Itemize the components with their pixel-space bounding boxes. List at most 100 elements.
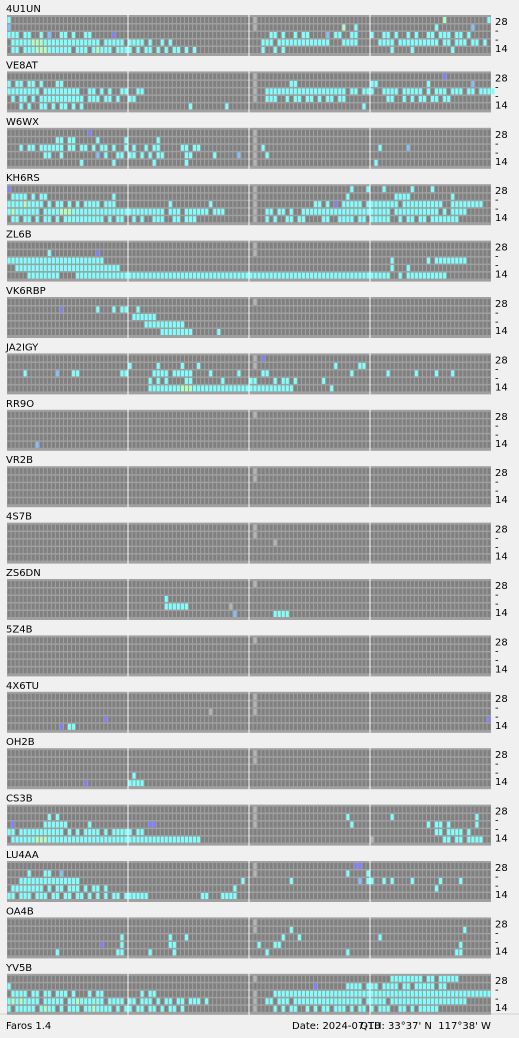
signal-cell (301, 208, 305, 215)
empty-cell (297, 208, 301, 215)
signal-cell (76, 265, 80, 272)
empty-cell (289, 95, 293, 102)
empty-cell (463, 24, 467, 31)
empty-cell (310, 80, 314, 87)
signal-cell (15, 80, 19, 87)
signal-cell (39, 272, 43, 279)
empty-cell (128, 355, 132, 362)
empty-cell (140, 47, 144, 53)
empty-cell (479, 208, 483, 215)
empty-cell (455, 321, 459, 328)
empty-cell (72, 362, 76, 369)
empty-cell (443, 137, 447, 144)
empty-cell (435, 73, 439, 80)
empty-cell (455, 80, 459, 87)
empty-cell (338, 242, 342, 249)
empty-cell (229, 201, 233, 208)
empty-cell (11, 152, 15, 159)
empty-cell (108, 250, 112, 257)
empty-cell (301, 321, 305, 328)
empty-cell (326, 314, 330, 320)
empty-cell (136, 137, 140, 144)
empty-cell (475, 17, 479, 23)
empty-cell (390, 80, 394, 87)
signal-cell (96, 250, 100, 257)
empty-cell (273, 201, 277, 208)
empty-cell (55, 362, 59, 369)
signal-cell (132, 208, 136, 215)
signal-cell (116, 216, 120, 223)
empty-cell (23, 17, 27, 23)
signal-cell (104, 95, 108, 102)
signal-cell (338, 32, 342, 38)
empty-cell (439, 265, 443, 272)
empty-cell (128, 88, 132, 95)
empty-cell (120, 265, 124, 272)
empty-cell (221, 242, 225, 249)
empty-cell (269, 314, 273, 320)
signal-cell (439, 216, 443, 223)
empty-cell (160, 24, 164, 31)
empty-cell (152, 73, 156, 80)
empty-cell (326, 193, 330, 200)
empty-cell (277, 103, 281, 110)
empty-cell (310, 321, 314, 328)
signal-cell (55, 80, 59, 87)
empty-cell (310, 201, 314, 208)
empty-cell (265, 377, 269, 384)
signal-cell (382, 272, 386, 279)
empty-cell (92, 370, 96, 377)
empty-cell (406, 152, 410, 159)
empty-cell (330, 242, 334, 249)
empty-cell (431, 24, 435, 31)
signal-cell (59, 88, 63, 95)
empty-cell (378, 103, 382, 110)
empty-cell (467, 193, 471, 200)
empty-cell (346, 242, 350, 249)
empty-cell (221, 299, 225, 305)
empty-cell (390, 193, 394, 200)
empty-cell (63, 299, 67, 305)
empty-cell (447, 17, 451, 23)
empty-cell (483, 159, 487, 166)
empty-cell (80, 242, 84, 249)
signal-cell (31, 265, 35, 272)
empty-cell (289, 152, 293, 159)
empty-cell (451, 355, 455, 362)
empty-cell (43, 314, 47, 320)
empty-cell (277, 144, 281, 151)
signal-cell (273, 47, 277, 53)
empty-cell (269, 193, 273, 200)
empty-cell (172, 265, 176, 272)
empty-cell (209, 306, 213, 313)
signal-cell (265, 152, 269, 159)
signal-cell (160, 272, 164, 279)
empty-cell (15, 321, 19, 328)
signal-cell (253, 129, 257, 136)
signal-cell (410, 88, 414, 95)
empty-cell (346, 329, 350, 335)
empty-cell (84, 250, 88, 257)
empty-cell (338, 103, 342, 110)
signal-cell (293, 272, 297, 279)
empty-cell (418, 306, 422, 313)
empty-cell (51, 201, 55, 208)
empty-cell (23, 144, 27, 151)
empty-cell (104, 88, 108, 95)
empty-cell (310, 73, 314, 80)
empty-cell (92, 80, 96, 87)
empty-cell (156, 299, 160, 305)
signal-cell (7, 257, 11, 264)
empty-cell (463, 159, 467, 166)
empty-cell (88, 370, 92, 377)
empty-cell (358, 370, 362, 377)
empty-cell (128, 32, 132, 38)
empty-cell (431, 355, 435, 362)
signal-cell (59, 32, 63, 38)
empty-cell (426, 47, 430, 53)
empty-cell (249, 159, 253, 166)
empty-cell (281, 80, 285, 87)
empty-cell (249, 24, 253, 31)
signal-cell (378, 144, 382, 151)
empty-cell (297, 314, 301, 320)
